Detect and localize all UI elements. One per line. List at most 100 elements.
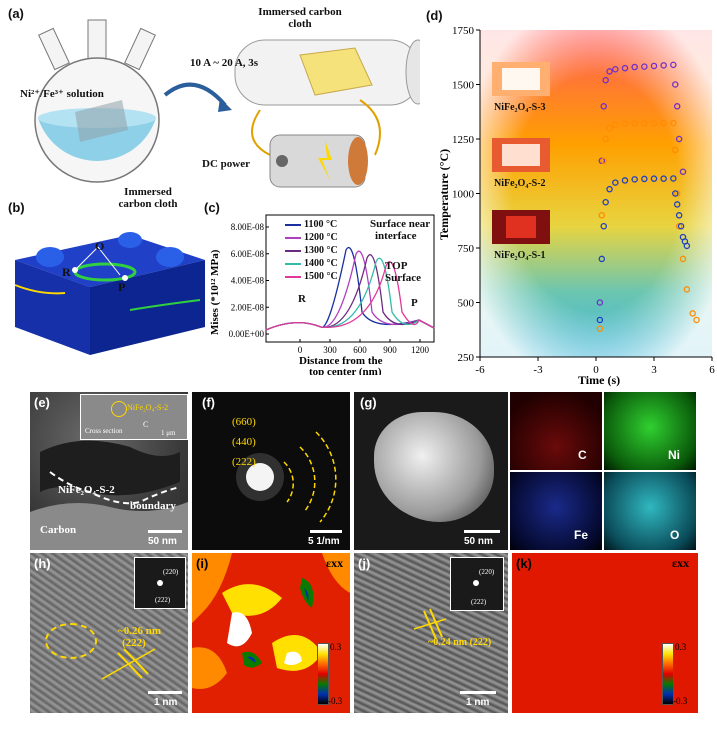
d-point-series-2: [670, 119, 677, 127]
j-fft-inset: (220) (222): [450, 557, 504, 611]
d-point-series-3: [683, 242, 691, 250]
c-legend-item: 1200 °C: [285, 231, 338, 244]
d-point-series-2: [650, 119, 658, 127]
panel-c-chart: 0.00E+00 2.00E-08 4.00E-08 6.00E-08 8.00E-08…: [209, 214, 435, 375]
dc-power-illustration: [269, 134, 368, 188]
d-point-series-3: [621, 177, 629, 184]
panel-label-b: (b): [8, 200, 25, 215]
label-o: O: [95, 239, 105, 253]
d-point-series-3: [675, 212, 683, 219]
panel-label-c: (c): [204, 200, 220, 215]
tube-cloth-label: Immersed carbon cloth: [258, 6, 342, 30]
c-legend-swatch: [285, 275, 301, 278]
d-point-series-3: [596, 316, 604, 324]
d-xtick-label: 0: [593, 364, 599, 376]
d-point-series-3: [602, 198, 609, 206]
map-ni-label: Ni: [668, 448, 680, 462]
d-point-series-2: [679, 255, 687, 263]
d-point-series-2: [621, 120, 629, 127]
d-point-series-1: [670, 61, 677, 69]
j-spacing: ~0.24 nm (222): [428, 637, 492, 648]
c-annot-interface: interface: [375, 230, 417, 242]
h-fft-222: (222): [155, 596, 171, 604]
d-xtick-label: -3: [533, 364, 543, 376]
panel-e-tem-image: NiFe₂O₄-S-2 Cross section C 1 μm NiFe₂O₄…: [30, 392, 188, 550]
c-legend-label: 1300 °C: [304, 245, 338, 256]
f-scale-label: 5 1/nm: [308, 536, 340, 547]
d-point-series-3: [677, 222, 685, 230]
h-spacing: ~0.26 nm: [118, 625, 162, 637]
d-ylabel: Temperature (°C): [437, 149, 451, 240]
c-xtick-label: 0: [298, 345, 303, 355]
e-boundary-label: boundary: [130, 500, 176, 512]
current-label: 10 A ~ 20 A, 3s: [190, 57, 259, 69]
c-curve-5: [265, 261, 435, 331]
d-point-series-3: [670, 175, 677, 182]
c-annot-surface-near: Surface near: [370, 218, 431, 230]
d-ytick-label: 1500: [452, 80, 475, 92]
panel-g-haadf-image: 50 nm: [354, 392, 508, 550]
f-ring-440: (440): [232, 436, 256, 448]
c-ytick-label: 0.00E+00: [229, 329, 265, 339]
d-ytick-label: 250: [458, 352, 475, 364]
d-ytick-label: 1000: [452, 189, 475, 201]
f-ring-222: (222): [232, 456, 256, 468]
panel-a-schematic: [34, 19, 420, 188]
h-scale-label: 1 nm: [154, 697, 178, 708]
d-point-series-1: [641, 63, 648, 70]
c-legend-swatch: [285, 223, 301, 226]
d-xtick-label: -6: [475, 364, 485, 376]
map-fe-label: Fe: [574, 528, 589, 542]
d-point-series-2: [641, 120, 648, 127]
e-carbon-label: Carbon: [40, 524, 77, 536]
panel-label-k: (k): [516, 556, 532, 571]
d-point-series-1: [673, 103, 681, 110]
c-legend-swatch: [285, 249, 301, 252]
c-annot-top: TOP: [385, 260, 408, 272]
c-annot-r: R: [298, 293, 306, 305]
h-scale-bar: [148, 691, 182, 694]
c-legend-label: 1200 °C: [304, 232, 338, 243]
d-ytick-label: 1750: [452, 25, 475, 37]
panel-label-d: (d): [426, 8, 443, 23]
d-ytick-label: 750: [458, 243, 475, 255]
d-inset-s3-label: NiFe₂O₄-S-3: [494, 102, 546, 113]
d-point-series-1: [679, 168, 687, 175]
d-point-series-1: [631, 63, 638, 71]
panel-f-saed-pattern: (660) (440) (222) 5 1/nm: [192, 392, 350, 550]
i-colorbar: [317, 643, 329, 705]
c-legend-label: 1500 °C: [304, 271, 338, 282]
e-scale-bar: [148, 530, 182, 533]
d-point-series-2: [672, 146, 679, 154]
d-point-series-2: [683, 286, 691, 293]
c-xlabel-1: Distance from the: [299, 355, 383, 367]
map-c-label: C: [578, 448, 587, 462]
d-point-series-3: [660, 175, 667, 182]
d-xtick-label: 3: [651, 364, 657, 376]
e-inset-c: C: [143, 420, 149, 429]
c-legend-label: 1400 °C: [304, 258, 338, 269]
panel-d-chart: 250 500 750 1000 1250 1500 1750 -6 -3 0 3 6 Temper…: [437, 25, 715, 387]
j-fft-220: (220): [479, 568, 495, 576]
d-point-series-2: [598, 212, 606, 219]
panel-label-j: (j): [358, 556, 371, 571]
panel-b-fem-model: [14, 232, 205, 355]
g-scale-bar: [464, 530, 500, 533]
panel-label-h: (h): [34, 556, 51, 571]
d-point-series-2: [602, 135, 609, 143]
c-xtick-label: 600: [353, 345, 367, 355]
g-scale-label: 50 nm: [464, 536, 493, 547]
panel-label-e: (e): [34, 395, 50, 410]
d-point-series-2: [631, 120, 638, 127]
h-plane: (222): [122, 637, 146, 649]
d-point-series-3: [606, 185, 613, 193]
d-point-series-1: [602, 76, 609, 84]
c-xtick-label: 900: [383, 345, 397, 355]
c-ylabel: Mises (*10¹² MPa): [209, 249, 221, 335]
d-ytick-label: 500: [458, 298, 475, 310]
panel-label-i: (i): [196, 556, 209, 571]
k-strain-label: εxx: [672, 556, 690, 570]
panel-label-g: (g): [360, 395, 377, 410]
c-ytick-label: 4.00E-08: [231, 276, 265, 286]
e-inset-label: NiFe₂O₄-S-2: [127, 403, 169, 412]
